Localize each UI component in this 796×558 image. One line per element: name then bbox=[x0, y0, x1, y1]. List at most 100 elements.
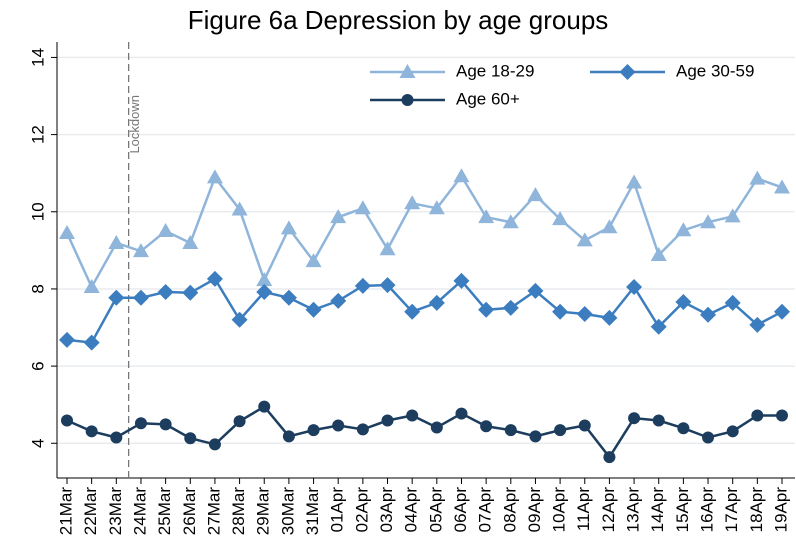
x-tick-label: 27Mar bbox=[204, 487, 223, 536]
x-tick-label: 22Mar bbox=[81, 487, 100, 536]
marker bbox=[552, 303, 569, 320]
marker bbox=[61, 414, 73, 427]
marker bbox=[502, 299, 519, 316]
marker bbox=[478, 301, 495, 318]
marker bbox=[85, 425, 98, 438]
marker bbox=[675, 294, 692, 311]
marker bbox=[305, 253, 322, 268]
x-tick-label: 12Apr bbox=[599, 487, 618, 533]
marker bbox=[726, 425, 739, 438]
marker bbox=[428, 200, 445, 215]
marker bbox=[776, 409, 788, 422]
marker bbox=[455, 407, 468, 420]
x-tick-label: 11Apr bbox=[574, 487, 593, 531]
marker bbox=[356, 423, 369, 436]
marker bbox=[280, 220, 297, 235]
y-tick-label: 8 bbox=[28, 284, 47, 293]
marker bbox=[83, 334, 100, 351]
marker bbox=[307, 424, 320, 437]
marker bbox=[700, 306, 717, 323]
marker bbox=[700, 214, 717, 229]
series-line bbox=[66, 404, 782, 460]
marker bbox=[626, 174, 643, 189]
marker bbox=[578, 419, 591, 432]
x-tick-label: 21Mar bbox=[56, 487, 75, 536]
marker bbox=[601, 219, 618, 234]
marker bbox=[650, 318, 667, 335]
marker bbox=[305, 301, 322, 318]
y-tick-label: 6 bbox=[28, 361, 47, 370]
x-tick-label: 29Mar bbox=[254, 487, 273, 536]
marker bbox=[280, 289, 297, 306]
x-tick-label: 05Apr bbox=[426, 487, 445, 533]
marker bbox=[502, 214, 519, 229]
x-tick-label: 17Apr bbox=[722, 487, 741, 533]
x-tick-label: 01Apr bbox=[328, 487, 347, 533]
marker bbox=[208, 438, 221, 451]
marker bbox=[134, 417, 147, 430]
marker bbox=[527, 282, 544, 299]
marker bbox=[724, 208, 741, 223]
marker bbox=[724, 294, 741, 311]
marker bbox=[182, 284, 199, 301]
x-tick-label: 31Mar bbox=[303, 487, 322, 536]
annotation: Lockdown bbox=[127, 95, 142, 154]
marker bbox=[453, 168, 470, 183]
marker bbox=[379, 277, 396, 294]
x-tick-label: 28Mar bbox=[229, 487, 248, 536]
marker bbox=[256, 272, 273, 287]
legend-marker bbox=[399, 64, 416, 78]
y-tick-label: 12 bbox=[28, 125, 47, 144]
x-tick-label: 26Mar bbox=[180, 487, 199, 536]
marker bbox=[677, 422, 690, 435]
marker bbox=[554, 424, 567, 437]
marker bbox=[626, 279, 643, 296]
marker bbox=[108, 289, 125, 306]
marker bbox=[184, 432, 197, 445]
x-tick-label: 10Apr bbox=[550, 487, 569, 533]
marker bbox=[110, 431, 123, 444]
x-tick-label: 13Apr bbox=[624, 487, 643, 533]
chart-title: Figure 6a Depression by age groups bbox=[188, 5, 609, 35]
marker bbox=[354, 200, 371, 215]
marker bbox=[206, 270, 223, 287]
marker bbox=[59, 224, 75, 239]
marker bbox=[332, 419, 345, 432]
marker bbox=[258, 400, 271, 413]
marker bbox=[652, 414, 665, 427]
marker bbox=[354, 277, 371, 294]
marker bbox=[576, 306, 593, 323]
marker bbox=[132, 289, 149, 306]
marker bbox=[231, 311, 248, 328]
marker bbox=[675, 222, 692, 237]
marker bbox=[478, 209, 495, 224]
marker bbox=[628, 412, 641, 425]
marker bbox=[601, 309, 618, 326]
marker bbox=[282, 430, 295, 443]
marker bbox=[206, 169, 223, 184]
x-tick-label: 08Apr bbox=[500, 487, 519, 533]
marker bbox=[430, 421, 443, 434]
marker bbox=[504, 424, 517, 437]
marker bbox=[330, 292, 347, 309]
marker bbox=[182, 235, 199, 250]
x-tick-label: 14Apr bbox=[648, 487, 667, 533]
marker bbox=[59, 331, 75, 348]
marker bbox=[552, 211, 569, 226]
marker bbox=[404, 303, 421, 320]
marker bbox=[774, 179, 790, 194]
marker bbox=[108, 235, 125, 250]
marker bbox=[529, 430, 542, 443]
x-tick-label: 03Apr bbox=[377, 487, 396, 533]
marker bbox=[527, 187, 544, 202]
x-tick-label: 09Apr bbox=[525, 487, 544, 533]
marker bbox=[774, 303, 790, 320]
marker bbox=[480, 420, 493, 433]
marker bbox=[751, 409, 764, 422]
marker bbox=[404, 195, 421, 210]
x-tick-label: 16Apr bbox=[698, 487, 717, 533]
marker bbox=[83, 279, 100, 294]
marker bbox=[603, 451, 616, 464]
marker bbox=[650, 246, 667, 261]
marker bbox=[157, 284, 174, 301]
